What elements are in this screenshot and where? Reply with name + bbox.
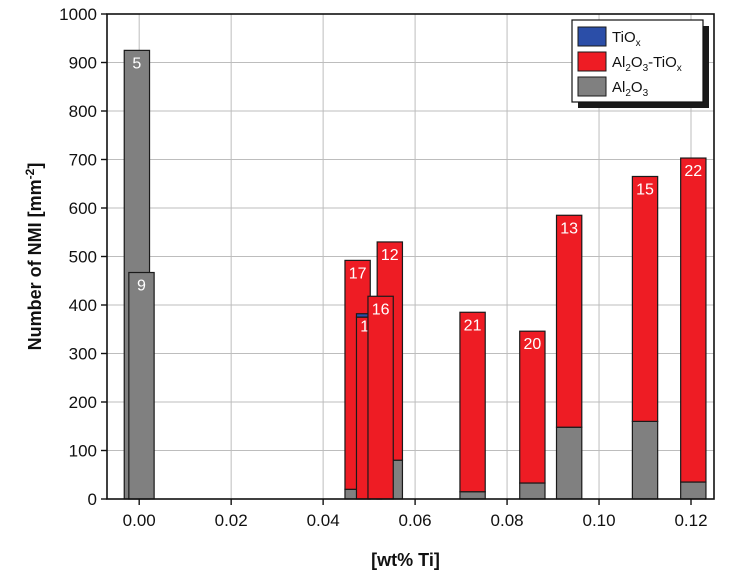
legend-swatch <box>577 76 607 97</box>
bar-segment-al2o3-tiox <box>555 214 583 428</box>
bar-segment-al2o3-tiox <box>519 330 546 484</box>
bar-label: 22 <box>684 163 702 180</box>
bar-segment-al2o3-tiox <box>367 295 394 500</box>
bar-label: 16 <box>372 301 390 318</box>
y-tick-label: 800 <box>69 102 97 121</box>
bar-segment-al2o3 <box>555 426 583 500</box>
bar-label: 5 <box>132 55 141 72</box>
bar-label: 17 <box>349 265 367 282</box>
bar-segment-al2o3 <box>631 420 659 500</box>
y-tick-label: 700 <box>69 151 97 170</box>
bar-segment-al2o3 <box>128 271 155 500</box>
legend-swatch <box>577 26 607 47</box>
y-tick-label: 600 <box>69 199 97 218</box>
bar-label: 21 <box>464 317 482 334</box>
x-tick-label: 0.06 <box>399 511 432 530</box>
x-tick-label: 0.10 <box>582 511 615 530</box>
legend-label: TiOx <box>612 29 641 49</box>
x-tick-label: 0.08 <box>491 511 524 530</box>
bar-label: 9 <box>137 278 146 295</box>
y-tick-label: 400 <box>69 296 97 315</box>
bar-segment-al2o3-tiox <box>631 175 659 423</box>
bar-segment-al2o3 <box>459 491 486 500</box>
legend-label: Al2O3 <box>612 79 649 99</box>
bar-label: 20 <box>523 336 541 353</box>
bar-label: 13 <box>560 220 578 237</box>
x-tick-label: 0.04 <box>307 511 340 530</box>
bar-segment-al2o3 <box>680 481 707 500</box>
bar-segment-al2o3 <box>519 482 546 500</box>
y-tick-label: 100 <box>69 442 97 461</box>
y-tick-label: 0 <box>88 490 97 509</box>
bar-segment-al2o3-tiox <box>680 157 707 483</box>
y-tick-label: 300 <box>69 345 97 364</box>
bar-label: 15 <box>636 181 654 198</box>
legend-label: Al2O3-TiOx <box>612 54 682 74</box>
bar-segment-al2o3-tiox <box>459 311 486 493</box>
x-tick-label: 0.12 <box>674 511 707 530</box>
y-tick-label: 500 <box>69 248 97 267</box>
bar-label: 12 <box>381 247 399 264</box>
x-tick-label: 0.02 <box>215 511 248 530</box>
y-tick-label: 200 <box>69 393 97 412</box>
y-tick-label: 1000 <box>59 5 97 24</box>
legend-swatch <box>577 51 607 72</box>
x-axis-title: [wt% Ti] <box>371 550 440 570</box>
y-axis-title: Number of NMI [mm-2] <box>23 163 45 351</box>
y-tick-label: 900 <box>69 54 97 73</box>
x-tick-label: 0.00 <box>123 511 156 530</box>
